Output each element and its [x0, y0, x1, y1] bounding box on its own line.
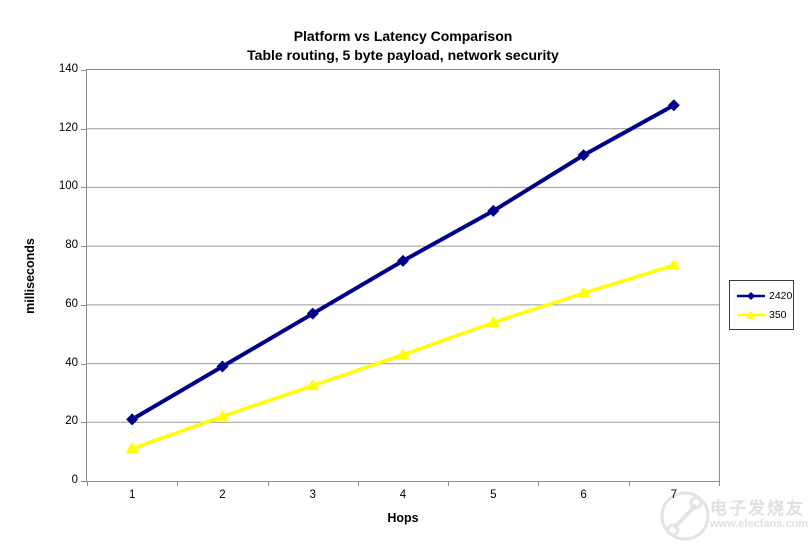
elecfans-logo-icon [660, 491, 710, 541]
watermark: 电子发烧友 www.elecfans.com [658, 488, 808, 542]
x-tick-label: 2 [219, 489, 226, 501]
watermark-brand: 电子发烧友 [709, 499, 805, 518]
triangle-marker [396, 348, 410, 360]
legend-item: 350 [736, 305, 793, 324]
diamond-marker [306, 307, 319, 320]
legend-item: 2420 [736, 286, 793, 305]
y-tick-label: 80 [65, 239, 78, 252]
triangle-marker [306, 379, 320, 391]
y-tick-mark [81, 70, 86, 71]
diamond-marker [577, 149, 590, 162]
legend: 2420 350 [729, 280, 794, 330]
diamond-marker [216, 360, 229, 373]
y-tick-label: 40 [65, 356, 78, 369]
triangle-marker [215, 409, 229, 421]
y-tick-mark [81, 304, 86, 306]
chart-title-block: Platform vs Latency Comparison Table rou… [87, 27, 719, 65]
watermark-text: 电子发烧友 www.elecfans.com [710, 499, 808, 531]
x-tick-mark [628, 481, 630, 486]
x-tick-label: 1 [128, 489, 136, 501]
legend-label: 350 [769, 308, 787, 321]
y-tick-label: 100 [58, 180, 78, 193]
triangle-marker [125, 442, 139, 454]
x-tick-mark [357, 481, 359, 486]
plot-area [86, 69, 720, 482]
y-tick-mark [81, 187, 86, 189]
y-tick-label: 120 [58, 121, 78, 134]
x-tick-mark [448, 481, 450, 486]
y-tick-label: 20 [65, 415, 78, 428]
legend-label: 2420 [769, 289, 793, 302]
diamond-marker [126, 413, 139, 426]
y-tick-mark [81, 246, 86, 248]
x-tick-mark [719, 481, 720, 486]
x-tick-mark [87, 481, 88, 486]
y-tick-mark [81, 481, 86, 482]
y-tick-label: 60 [65, 297, 78, 310]
y-tick-label: 0 [71, 474, 78, 486]
legend-swatch-triangle-icon [737, 310, 765, 318]
diamond-marker [487, 204, 500, 217]
x-tick-label: 7 [670, 489, 678, 501]
x-tick-label: 4 [399, 489, 407, 501]
y-tick-mark [81, 128, 86, 130]
triangle-marker [577, 286, 591, 298]
legend-swatch-diamond-icon [737, 291, 765, 300]
x-axis-title: Hops [387, 511, 419, 525]
y-tick-mark [81, 422, 86, 424]
x-tick-label: 6 [580, 489, 587, 501]
watermark-url: www.elecfans.com [709, 518, 808, 530]
x-tick-label: 5 [490, 489, 497, 501]
x-tick-mark [538, 481, 540, 486]
series-plot [87, 99, 719, 454]
x-tick-label: 3 [309, 489, 316, 501]
triangle-marker [486, 315, 500, 327]
chart-title: Platform vs Latency Comparison [293, 28, 513, 44]
y-tick-mark [81, 363, 86, 365]
x-tick-mark [267, 481, 269, 486]
chart-subtitle: Table routing, 5 byte payload, network s… [247, 47, 559, 63]
y-tick-label: 140 [58, 63, 78, 75]
diamond-marker [667, 99, 680, 112]
x-tick-mark [177, 481, 179, 486]
triangle-marker [667, 258, 681, 270]
